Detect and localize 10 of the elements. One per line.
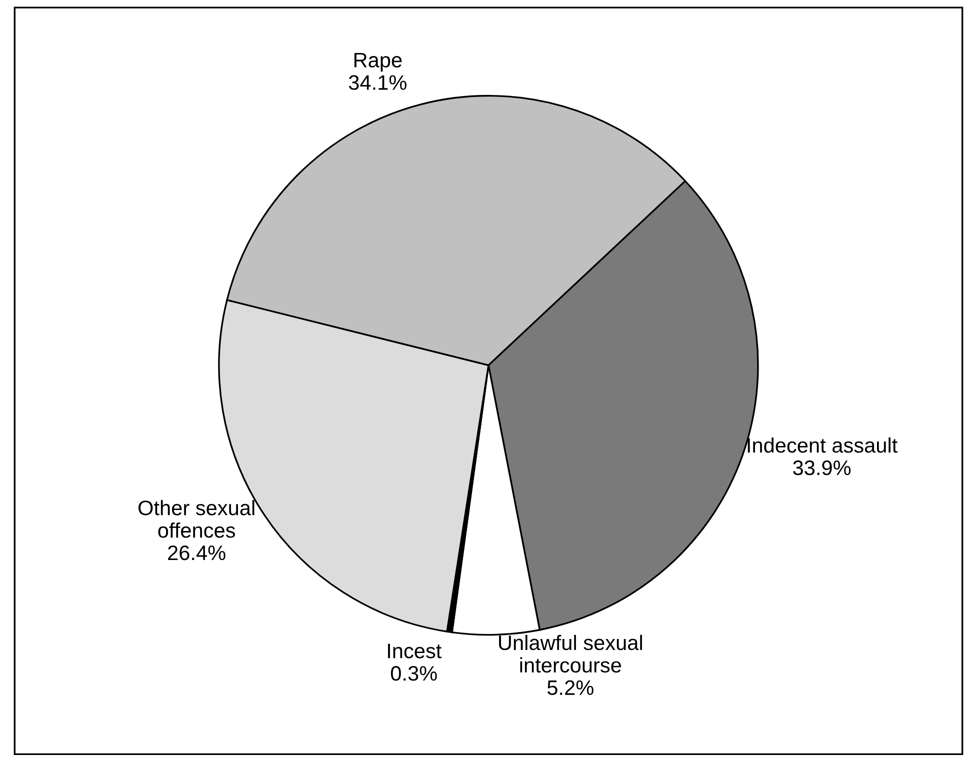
data-label: 34.1% xyxy=(348,75,406,90)
data-label: 0.3% xyxy=(390,666,437,681)
slice-label: Incest xyxy=(388,644,442,658)
slice-label: Rape xyxy=(354,52,402,72)
data-label: 5.2% xyxy=(547,680,594,696)
data-label: 26.4% xyxy=(168,545,226,560)
slice-label: Other sexual offences xyxy=(138,500,254,538)
data-label: 33.9% xyxy=(793,460,851,476)
slice-label: Unlawful sexual intercourse xyxy=(499,634,642,673)
slice-label: Indecent assault xyxy=(748,437,898,453)
